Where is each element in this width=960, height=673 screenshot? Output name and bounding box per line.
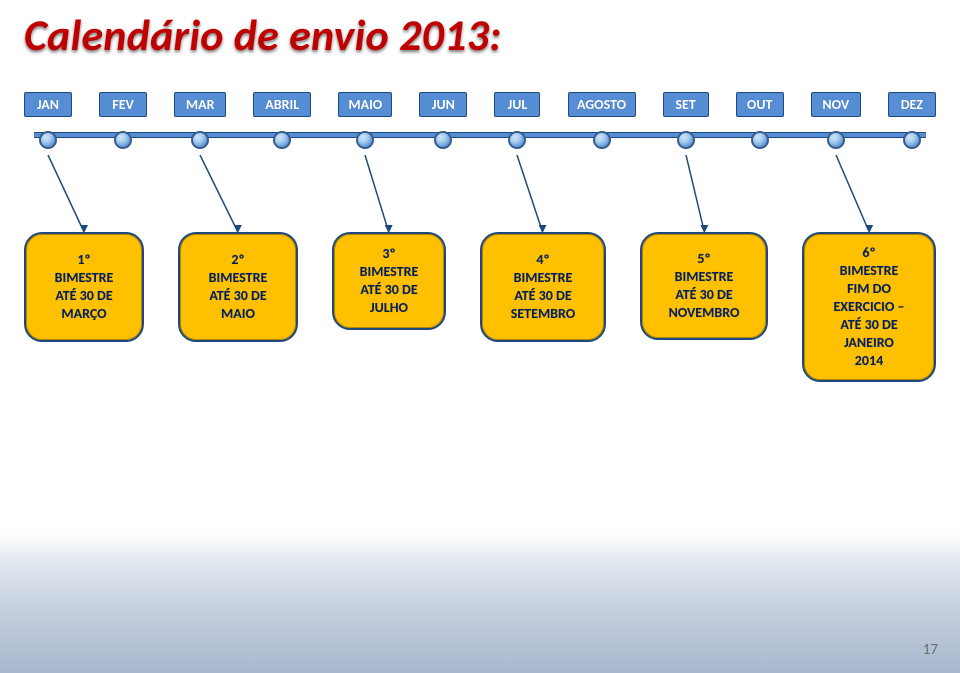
bimestres-row: 1ºBIMESTREATÉ 30 DEMARÇO2ºBIMESTREATÉ 30… [24, 232, 936, 382]
bimestre-line: FIM DO [847, 280, 891, 298]
connector-line [42, 155, 90, 238]
bimestre-line: ATÉ 30 DE [360, 281, 417, 299]
month: OUT [736, 92, 784, 149]
connector-line [830, 155, 875, 238]
timeline-node [508, 131, 526, 149]
bimestre-line: BIMESTRE [55, 269, 114, 287]
bimestre-line: JANEIRO [844, 334, 894, 352]
bimestre-line: MAIO [221, 305, 255, 323]
month-label: MAR [174, 92, 226, 117]
slide: Calendário de envio 2013: JAN FEV MAR ABRIL… [0, 0, 960, 673]
timeline-node [191, 131, 209, 149]
month: NOV [811, 92, 861, 149]
month: SET [663, 92, 709, 149]
month-label: DEZ [888, 92, 936, 117]
month-label: JAN [24, 92, 72, 117]
month: FEV [99, 92, 147, 149]
bimestre-line: JULHO [370, 299, 408, 317]
month-label: ABRIL [253, 92, 311, 117]
months-row: JAN FEV MAR ABRIL MAIO JUN JUL AGOSTO SET OUT NOV D… [24, 92, 936, 149]
bimestre-line: NOVEMBRO [669, 304, 740, 322]
bimestre-line: 6º [862, 244, 875, 262]
floor-graphic [0, 533, 960, 673]
month: AGOSTO [568, 92, 636, 149]
bimestre-line: BIMESTRE [840, 262, 899, 280]
month-label: NOV [811, 92, 861, 117]
month: MAIO [338, 92, 392, 149]
month-label: JUL [494, 92, 540, 117]
timeline-node [114, 131, 132, 149]
bimestre-line: 3º [382, 245, 395, 263]
timeline-node [751, 131, 769, 149]
timeline-node [39, 131, 57, 149]
bimestre-card: 1ºBIMESTREATÉ 30 DEMARÇO [24, 232, 144, 342]
connector-line [194, 155, 244, 238]
bimestre-card: 6ºBIMESTREFIM DOEXERCICIO –ATÉ 30 DEJANE… [802, 232, 936, 382]
bimestre-line: BIMESTRE [209, 269, 268, 287]
month-label: OUT [736, 92, 784, 117]
month: ABRIL [253, 92, 311, 149]
timeline-node [827, 131, 845, 149]
bimestre-line: ATÉ 30 DE [840, 316, 897, 334]
month: JAN [24, 92, 72, 149]
connector-line [680, 155, 710, 238]
bimestre-card: 3ºBIMESTREATÉ 30 DEJULHO [332, 232, 446, 330]
connector-line [511, 155, 549, 238]
bimestre-line: BIMESTRE [360, 263, 419, 281]
bimestre-line: 2014 [855, 352, 883, 370]
bimestre-line: ATÉ 30 DE [209, 287, 266, 305]
month-label: FEV [99, 92, 147, 117]
month: MAR [174, 92, 226, 149]
month: JUL [494, 92, 540, 149]
bimestre-line: EXERCICIO – [833, 298, 904, 316]
bimestre-line: MARÇO [61, 305, 106, 323]
timeline-node [903, 131, 921, 149]
bimestre-card: 5ºBIMESTREATÉ 30 DENOVEMBRO [640, 232, 768, 340]
timeline-node [593, 131, 611, 149]
bimestre-line: BIMESTRE [514, 269, 573, 287]
timeline-node [677, 131, 695, 149]
bimestre-card: 4ºBIMESTREATÉ 30 DESETEMBRO [480, 232, 606, 342]
page-title: Calendário de envio 2013: [24, 8, 501, 62]
month-label: AGOSTO [568, 92, 636, 117]
month: DEZ [888, 92, 936, 149]
bimestre-line: SETEMBRO [511, 305, 576, 323]
month-label: MAIO [338, 92, 392, 117]
bimestre-line: BIMESTRE [675, 268, 734, 286]
timeline-node [356, 131, 374, 149]
page-number: 17 [923, 641, 938, 659]
month-label: JUN [419, 92, 467, 117]
month: JUN [419, 92, 467, 149]
bimestre-card: 2ºBIMESTREATÉ 30 DEMAIO [178, 232, 298, 342]
bimestre-line: 1º [77, 251, 90, 269]
bimestre-line: ATÉ 30 DE [675, 286, 732, 304]
connector-line [359, 155, 395, 238]
timeline-node [434, 131, 452, 149]
timeline-node [273, 131, 291, 149]
month-label: SET [663, 92, 709, 117]
bimestre-line: 5º [697, 250, 710, 268]
bimestre-line: 2º [231, 251, 244, 269]
bimestre-line: ATÉ 30 DE [55, 287, 112, 305]
bimestre-line: ATÉ 30 DE [514, 287, 571, 305]
bimestre-line: 4º [536, 251, 549, 269]
